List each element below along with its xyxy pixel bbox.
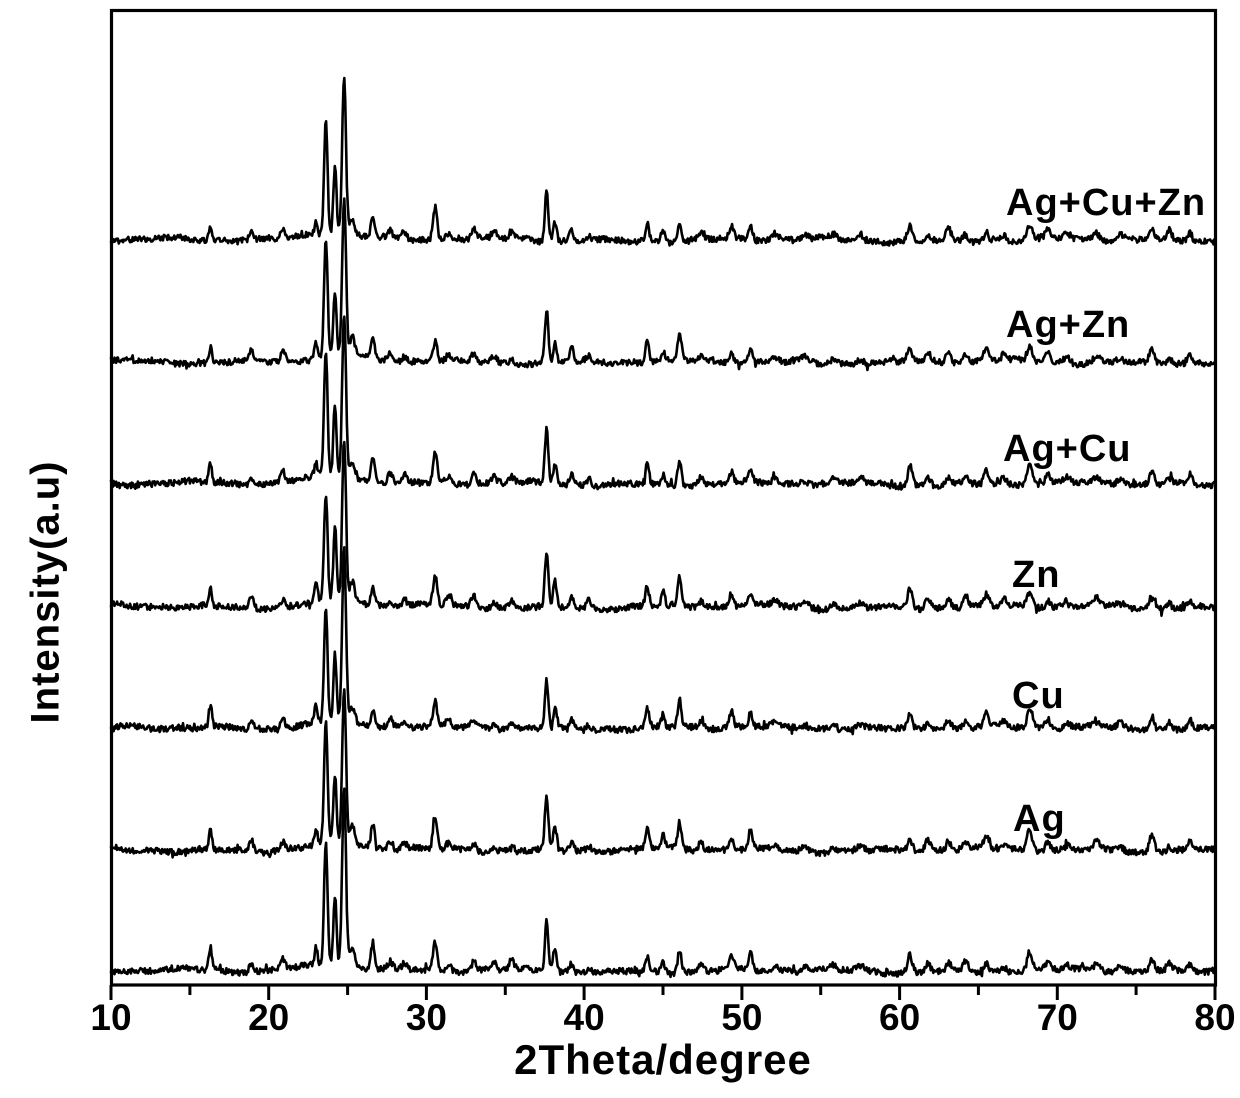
trace-label-cu: Cu [1012,675,1065,717]
xrd-trace-Ag+Cu [109,315,1216,491]
x-tick-label-20: 20 [248,997,289,1038]
x-tick-label-40: 40 [564,997,605,1038]
xrd-trace-unlabeled-base [109,787,1216,979]
x-axis-ticks [109,985,1217,1000]
x-tick-label-70: 70 [1037,997,1078,1038]
trace-label-ag-cu-zn: Ag+Cu+Zn [1006,182,1207,224]
x-axis-title: 2Theta/degree [514,1036,812,1083]
x-axis-tick-labels: 10 20 30 40 50 60 70 80 [90,997,1235,1038]
y-axis-title: Intensity(a.u) [23,460,68,724]
xrd-trace-Ag+Zn [109,197,1216,372]
x-tick-label-30: 30 [406,997,447,1038]
trace-label-zn: Zn [1012,554,1061,596]
x-tick-label-10: 10 [90,997,131,1038]
xrd-trace-Cu [109,546,1216,736]
trace-label-ag-zn: Ag+Zn [1006,304,1131,346]
xrd-trace-Ag [109,688,1216,859]
trace-label-ag-cu: Ag+Cu [1003,428,1132,470]
x-tick-label-60: 60 [879,997,920,1038]
x-tick-label-50: 50 [721,997,762,1038]
xrd-trace-Zn [109,440,1216,617]
xrd-trace-Ag+Cu+Zn [109,76,1216,247]
xrd-traces-group [109,76,1216,979]
x-tick-label-80: 80 [1194,997,1235,1038]
trace-label-ag: Ag [1013,798,1066,840]
